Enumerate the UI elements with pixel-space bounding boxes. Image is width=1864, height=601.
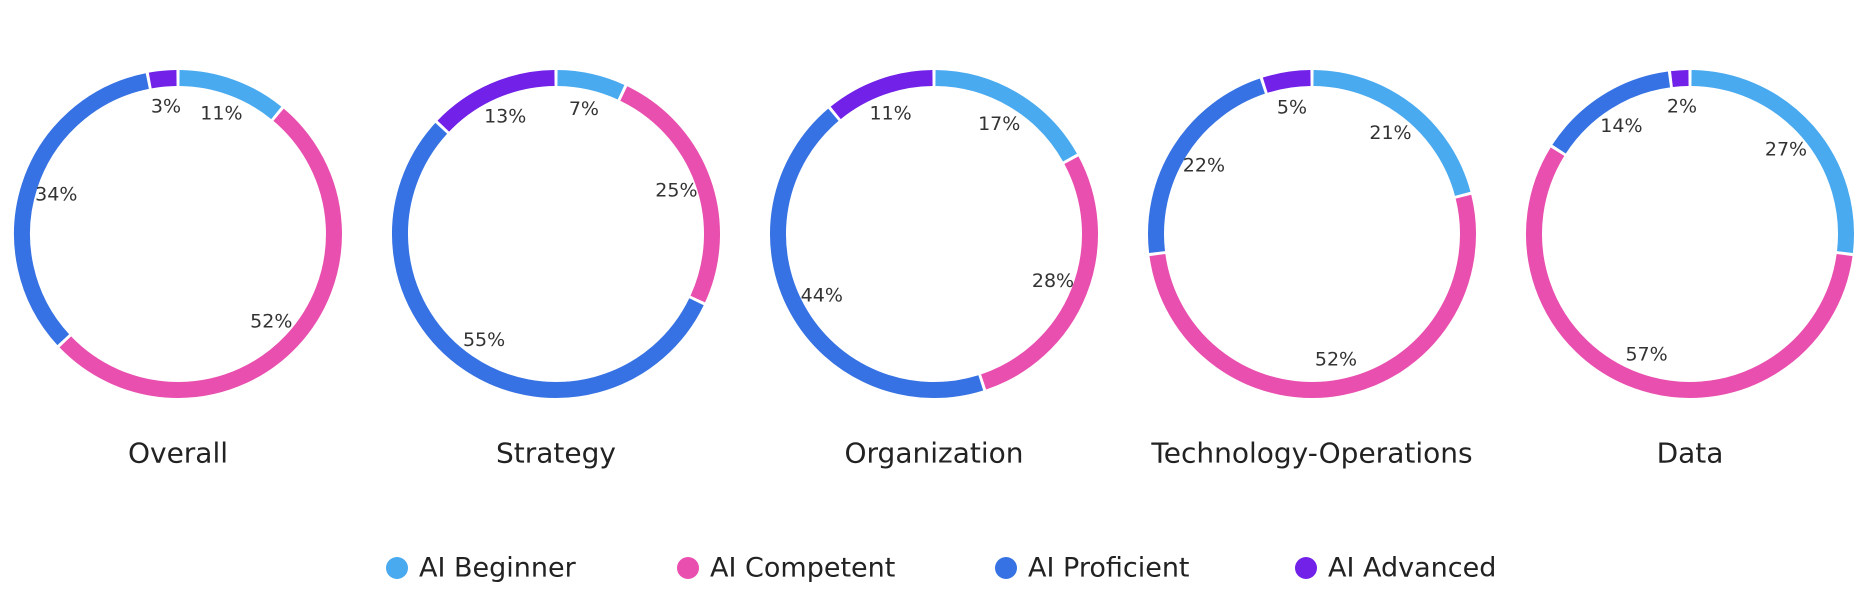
- data-label-technology-operations-ai-advanced: 5%: [1277, 97, 1307, 119]
- data-label-technology-operations-ai-competent: 52%: [1315, 349, 1357, 371]
- donut-segment-overall-ai-competent: [59, 108, 342, 398]
- legend-item-ai-competent[interactable]: AI Competent: [677, 553, 895, 584]
- data-label-organization-ai-proficient: 44%: [801, 285, 843, 307]
- chart-title-overall: Overall: [128, 437, 228, 470]
- data-label-strategy-ai-beginner: 7%: [569, 98, 599, 120]
- donut-segment-data-ai-beginner: [1691, 70, 1854, 253]
- donut-segment-strategy-ai-beginner: [557, 70, 625, 100]
- legend-swatch-ai-beginner: [386, 557, 408, 579]
- data-label-data-ai-proficient: 14%: [1600, 115, 1642, 137]
- chart-title-technology-operations: Technology-Operations: [1150, 437, 1472, 470]
- legend-swatch-ai-competent: [677, 557, 699, 579]
- donut-segment-data-ai-proficient: [1552, 71, 1671, 154]
- data-label-data-ai-competent: 57%: [1625, 343, 1667, 365]
- chart-title-data: Data: [1657, 437, 1724, 470]
- data-label-organization-ai-advanced: 11%: [869, 103, 911, 125]
- donut-segment-overall-ai-proficient: [14, 73, 149, 346]
- legend-swatch-ai-proficient: [995, 557, 1017, 579]
- data-label-overall-ai-beginner: 11%: [200, 103, 242, 125]
- legend-label-ai-competent: AI Competent: [710, 553, 895, 584]
- donut-segment-data-ai-competent: [1526, 147, 1853, 398]
- donut-segment-organization-ai-competent: [981, 156, 1098, 390]
- donut-segment-overall-ai-advanced: [148, 70, 177, 89]
- donut-segment-data-ai-advanced: [1671, 70, 1689, 88]
- donut-technology-operations: 21% 52% 22% 5% Technology-Operations: [1148, 70, 1476, 470]
- data-label-overall-ai-competent: 52%: [250, 311, 292, 333]
- legend-item-ai-proficient[interactable]: AI Proficient: [995, 553, 1190, 584]
- legend-label-ai-advanced: AI Advanced: [1328, 553, 1496, 584]
- donut-strategy: 7% 25% 55% 13% Strategy: [392, 70, 720, 470]
- data-label-strategy-ai-advanced: 13%: [484, 106, 526, 128]
- donut-segment-technology-operations-ai-advanced: [1262, 70, 1311, 93]
- data-label-organization-ai-beginner: 17%: [978, 113, 1020, 135]
- data-label-technology-operations-ai-beginner: 21%: [1369, 122, 1411, 144]
- data-label-data-ai-advanced: 2%: [1667, 95, 1697, 117]
- data-label-overall-ai-proficient: 34%: [35, 183, 77, 205]
- donut-segment-strategy-ai-competent: [620, 86, 720, 303]
- legend-swatch-ai-advanced: [1295, 557, 1317, 579]
- data-label-data-ai-beginner: 27%: [1765, 138, 1807, 160]
- donut-segment-organization-ai-beginner: [935, 70, 1077, 162]
- chart-title-strategy: Strategy: [496, 437, 616, 470]
- data-label-technology-operations-ai-proficient: 22%: [1183, 154, 1225, 176]
- donuts-layer: 11% 52% 34% 3% Overall 7% 25% 55% 13% Strategy 17%…: [14, 70, 1854, 470]
- donut-segment-strategy-ai-proficient: [392, 122, 704, 399]
- donut-segment-technology-operations-ai-beginner: [1313, 70, 1471, 196]
- legend-label-ai-proficient: AI Proficient: [1028, 553, 1190, 584]
- donut-segment-technology-operations-ai-competent: [1149, 194, 1476, 398]
- legend: AI Beginner AI Competent AI Proficient AI A…: [386, 553, 1496, 584]
- donut-segment-organization-ai-advanced: [830, 70, 933, 120]
- data-label-strategy-ai-competent: 25%: [655, 180, 697, 202]
- data-label-strategy-ai-proficient: 55%: [463, 329, 505, 351]
- data-label-organization-ai-competent: 28%: [1032, 270, 1074, 292]
- donut-segment-organization-ai-proficient: [770, 108, 984, 398]
- legend-label-ai-beginner: AI Beginner: [419, 553, 577, 584]
- legend-item-ai-beginner[interactable]: AI Beginner: [386, 553, 577, 584]
- chart-title-organization: Organization: [844, 437, 1023, 470]
- legend-item-ai-advanced[interactable]: AI Advanced: [1295, 553, 1496, 584]
- donut-segment-strategy-ai-advanced: [437, 70, 555, 132]
- donut-segment-overall-ai-beginner: [179, 70, 282, 120]
- data-label-overall-ai-advanced: 3%: [151, 96, 181, 118]
- donut-segment-technology-operations-ai-proficient: [1148, 78, 1265, 253]
- donut-organization: 17% 28% 44% 11% Organization: [770, 70, 1098, 470]
- donut-overall: 11% 52% 34% 3% Overall: [14, 70, 342, 470]
- donut-data: 27% 57% 14% 2% Data: [1526, 70, 1854, 470]
